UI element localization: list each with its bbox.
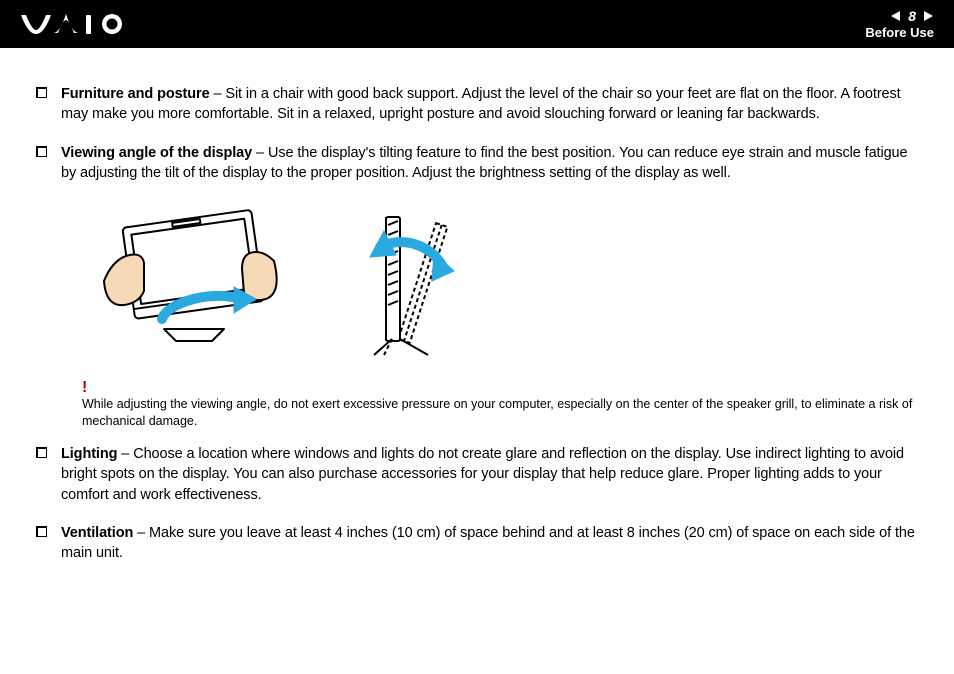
next-page-arrow[interactable] [922,10,934,22]
list-item: Furniture and posture – Sit in a chair w… [36,84,918,125]
header-bar: 8 Before Use [0,0,954,48]
bullet-text: Furniture and posture – Sit in a chair w… [61,84,918,125]
bullet-icon [36,526,47,537]
list-item: Viewing angle of the display – Use the d… [36,143,918,184]
caution-note: ! While adjusting the viewing angle, do … [82,380,918,430]
bullet-text: Ventilation – Make sure you leave at lea… [61,523,918,564]
bullet-text: Viewing angle of the display – Use the d… [61,143,918,184]
prev-page-arrow[interactable] [890,10,902,22]
section-title: Before Use [865,25,934,40]
tilt-front-illustration [84,201,294,366]
illustration-row [84,201,918,366]
list-item: Lighting – Choose a location where windo… [36,444,918,505]
bullet-icon [36,447,47,458]
bullet-text: Lighting – Choose a location where windo… [61,444,918,505]
bullet-icon [36,87,47,98]
caution-text: While adjusting the viewing angle, do no… [82,396,918,430]
page-content: Furniture and posture – Sit in a chair w… [0,48,954,563]
page-number: 8 [908,8,916,24]
page-nav: 8 Before Use [865,8,934,40]
caution-icon: ! [82,380,918,396]
vaio-logo [20,12,130,36]
tilt-side-illustration [344,201,474,366]
bullet-icon [36,146,47,157]
list-item: Ventilation – Make sure you leave at lea… [36,523,918,564]
